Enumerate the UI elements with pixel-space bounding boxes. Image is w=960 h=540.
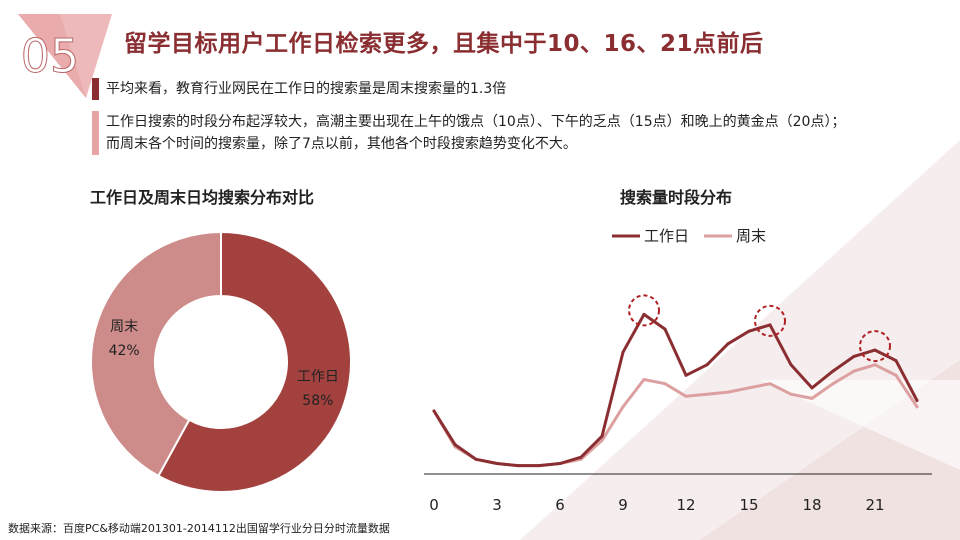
legend-label-workday: 工作日 — [644, 227, 689, 245]
data-point-weekend — [768, 382, 772, 386]
bullet-text-2-line2: 而周末各个时间的搜索量，除了7点以前，其他各个时段搜索趋势变化不大。 — [106, 136, 577, 152]
data-point-workday — [789, 363, 793, 367]
data-point-workday — [831, 369, 835, 373]
data-point-workday — [516, 464, 520, 468]
bullet-bar-light — [92, 111, 99, 155]
legend-label-weekend: 周末 — [736, 227, 766, 245]
data-point-weekend — [789, 392, 793, 396]
data-point-workday — [684, 373, 688, 377]
data-point-workday — [915, 399, 919, 402]
data-point-weekend — [894, 373, 898, 377]
data-point-workday — [474, 457, 478, 461]
data-point-workday — [600, 434, 604, 438]
data-point-workday — [621, 350, 625, 354]
data-point-workday — [705, 363, 709, 367]
series-line-weekend — [432, 363, 919, 468]
data-point-weekend — [873, 363, 877, 367]
bullet-bar-dark — [92, 78, 99, 100]
data-point-workday — [852, 354, 856, 358]
x-tick-label: 0 — [429, 496, 439, 514]
badge-triangle-shade — [18, 14, 86, 98]
line-chart: 0 3 6 9 12 15 18 21 工作日 周末 — [424, 227, 932, 514]
data-point-workday — [726, 342, 730, 346]
x-tick-label: 15 — [739, 496, 758, 514]
x-tick-label: 3 — [492, 496, 502, 514]
donut-slice-value: 42% — [109, 343, 140, 359]
data-point-weekend — [600, 438, 604, 442]
x-tick-label: 18 — [802, 496, 821, 514]
donut-slice-value: 58% — [302, 393, 333, 409]
data-point-workday — [495, 462, 499, 465]
data-point-weekend — [852, 369, 856, 373]
data-point-weekend — [747, 386, 751, 390]
data-point-weekend — [663, 382, 667, 386]
donut-chart: 工作日 58% 周末 42% — [90, 230, 352, 493]
data-point-workday — [747, 329, 751, 333]
bullet-text-2-line1: 工作日搜索的时段分布起浮较大，高潮主要出现在上午的饿点（10点）、下午的乏点（1… — [106, 114, 846, 130]
donut-slice-workday — [157, 230, 352, 493]
peak-highlight-circle — [628, 294, 660, 327]
bullet-item-2: 工作日搜索的时段分布起浮较大，高潮主要出现在上午的饿点（10点）、下午的乏点（1… — [92, 111, 952, 155]
peak-highlight-circle — [754, 304, 786, 337]
series-line-workday — [432, 312, 919, 468]
section-number: 05 — [21, 29, 80, 83]
x-tick-label: 12 — [676, 496, 695, 514]
data-point-workday — [768, 323, 772, 327]
x-tick-label: 6 — [555, 496, 565, 514]
section-badge: 05 — [18, 14, 112, 98]
data-point-weekend — [810, 396, 814, 400]
donut-slice-weekend — [90, 230, 222, 478]
data-point-workday — [558, 462, 562, 465]
donut-slice-label: 周末 — [110, 319, 138, 335]
data-point-weekend — [684, 394, 688, 398]
data-point-workday — [873, 348, 877, 352]
data-point-workday — [642, 312, 646, 316]
bullet-item-1: 平均来看，教育行业网民在工作日的搜索量是周末搜索量的1.3倍 — [92, 78, 506, 100]
data-point-workday — [810, 386, 814, 390]
page-title: 留学目标用户工作日检索更多，且集中于10、16、21点前后 — [124, 31, 764, 57]
bullet-text-1: 平均来看，教育行业网民在工作日的搜索量是周末搜索量的1.3倍 — [106, 81, 507, 97]
line-chart-title: 搜索量时段分布 — [620, 188, 733, 207]
peak-highlight-circle — [859, 330, 891, 363]
data-point-workday — [453, 443, 457, 447]
data-point-workday — [894, 359, 898, 363]
data-point-weekend — [726, 390, 730, 394]
data-point-weekend — [831, 382, 835, 386]
data-point-workday — [663, 327, 667, 331]
data-source-note: 数据来源：百度PC&移动端201301-2014112出国留学行业分日分时流量数… — [8, 522, 390, 535]
data-point-weekend — [621, 405, 625, 409]
data-point-workday — [579, 455, 583, 459]
data-point-workday — [537, 464, 541, 468]
data-point-weekend — [705, 392, 709, 396]
data-point-weekend — [642, 378, 646, 381]
donut-chart-title: 工作日及周末日均搜索分布对比 — [90, 188, 315, 207]
data-point-workday — [432, 409, 436, 413]
donut-slice-label: 工作日 — [297, 369, 339, 385]
x-tick-label: 9 — [618, 496, 628, 514]
bg-triangle-small — [760, 380, 960, 470]
x-tick-label: 21 — [865, 496, 884, 514]
data-point-weekend — [915, 405, 919, 409]
